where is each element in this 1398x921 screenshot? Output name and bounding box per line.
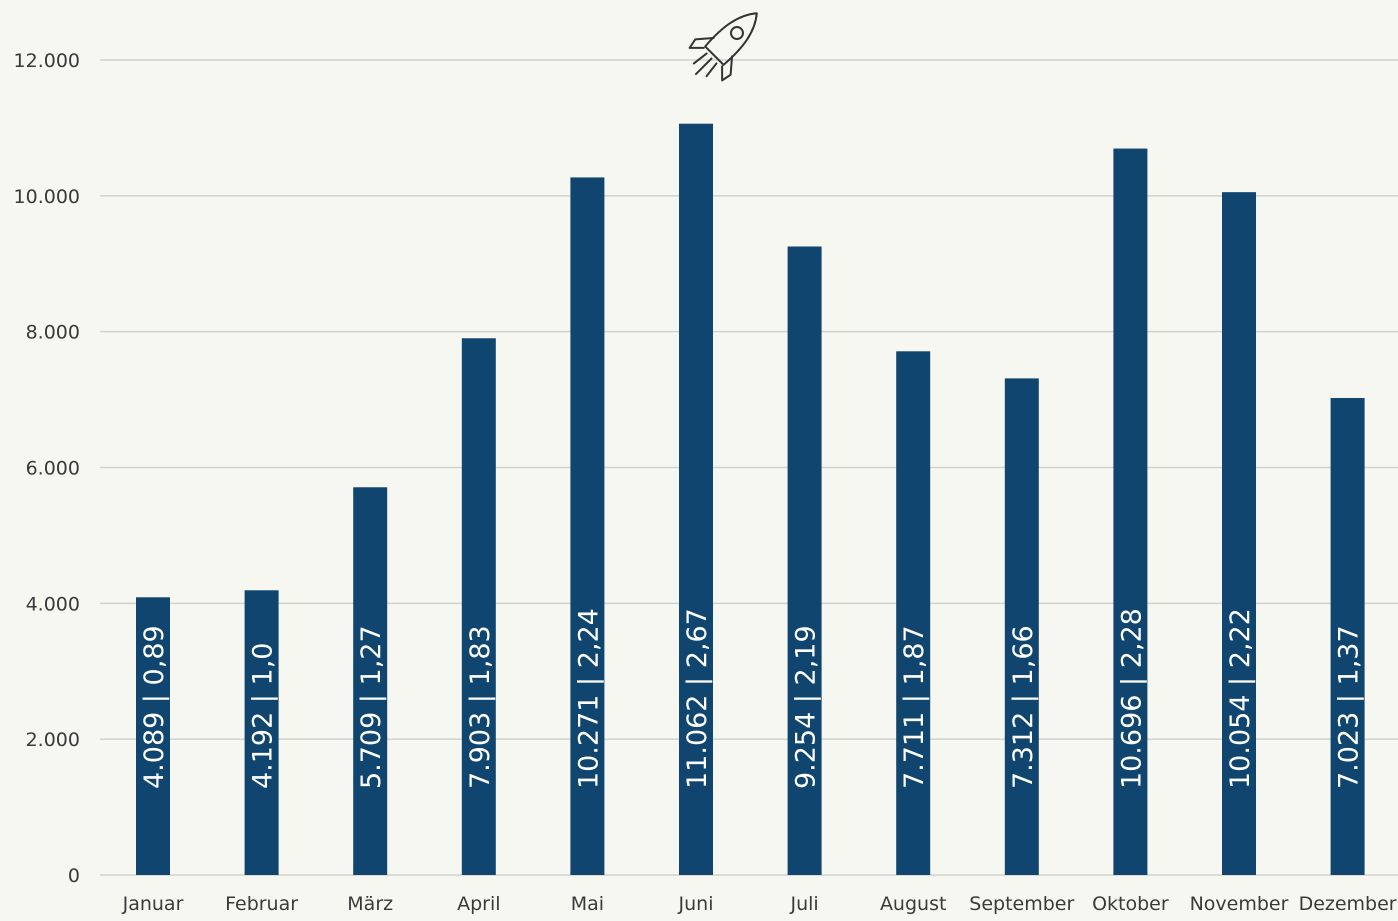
y-tick-label: 6.000 bbox=[26, 458, 80, 480]
x-category-label: Juni bbox=[678, 893, 714, 915]
bar-data-label: 10.696 | 2,28 bbox=[1116, 608, 1147, 789]
y-tick-label: 2.000 bbox=[26, 729, 80, 751]
x-category-label: Januar bbox=[122, 893, 184, 915]
bar bbox=[896, 351, 931, 876]
bar bbox=[1004, 378, 1039, 875]
x-category-label: März bbox=[347, 893, 393, 915]
annotation-layer bbox=[688, 12, 758, 82]
x-category-label: Oktober bbox=[1092, 893, 1169, 915]
bar bbox=[353, 487, 388, 875]
x-category-label: November bbox=[1190, 893, 1289, 915]
y-tick-label: 10.000 bbox=[14, 186, 80, 208]
bar-data-label: 11.062 | 2,67 bbox=[682, 608, 713, 789]
grid-lines bbox=[100, 59, 1398, 876]
bar-data-label: 7.312 | 1,66 bbox=[1008, 625, 1039, 789]
bar-data-label: 10.271 | 2,24 bbox=[573, 608, 604, 789]
bar-data-label: 4.089 | 0,89 bbox=[139, 625, 170, 789]
y-tick-label: 12.000 bbox=[14, 50, 80, 72]
bar-data-label: 7.711 | 1,87 bbox=[899, 625, 930, 789]
bar bbox=[1222, 192, 1256, 875]
bar-data-label: 7.903 | 1,83 bbox=[465, 625, 496, 789]
bar bbox=[679, 123, 713, 876]
x-category-label: Mai bbox=[571, 893, 604, 915]
rocket-icon bbox=[688, 12, 758, 82]
bar-data-label: 10.054 | 2,22 bbox=[1225, 608, 1256, 789]
x-category-label: August bbox=[880, 893, 947, 915]
y-tick-label: 8.000 bbox=[26, 322, 80, 344]
x-category-label: Februar bbox=[225, 893, 298, 915]
bar bbox=[461, 338, 496, 875]
bar bbox=[136, 597, 170, 875]
y-tick-label: 0 bbox=[68, 865, 80, 887]
bar bbox=[570, 177, 605, 875]
bar bbox=[787, 246, 822, 876]
bar-data-label: 5.709 | 1,27 bbox=[356, 625, 387, 789]
bar bbox=[1330, 398, 1365, 875]
y-tick-label: 4.000 bbox=[26, 593, 80, 615]
x-category-label: September bbox=[969, 893, 1074, 915]
y-axis-ticks: 0 2.000 4.000 6.000 8.000 10.000 12.000 bbox=[14, 50, 80, 887]
x-axis-categories: Januar Februar März April Mai Juni Juli August S… bbox=[122, 893, 1397, 915]
bar-data-label: 4.192 | 1,0 bbox=[248, 643, 279, 790]
bars: 4.089 | 0,89 4.192 | 1,0 5.709 | 1,27 7.903… bbox=[136, 123, 1365, 876]
bar-data-label: 9.254 | 2,19 bbox=[791, 625, 822, 789]
x-category-label: Juli bbox=[789, 893, 818, 915]
x-category-label: Dezember bbox=[1299, 893, 1397, 915]
bar bbox=[1113, 148, 1148, 875]
bar-data-label: 7.023 | 1,37 bbox=[1334, 625, 1365, 789]
bar bbox=[244, 590, 279, 875]
x-category-label: April bbox=[457, 893, 500, 915]
